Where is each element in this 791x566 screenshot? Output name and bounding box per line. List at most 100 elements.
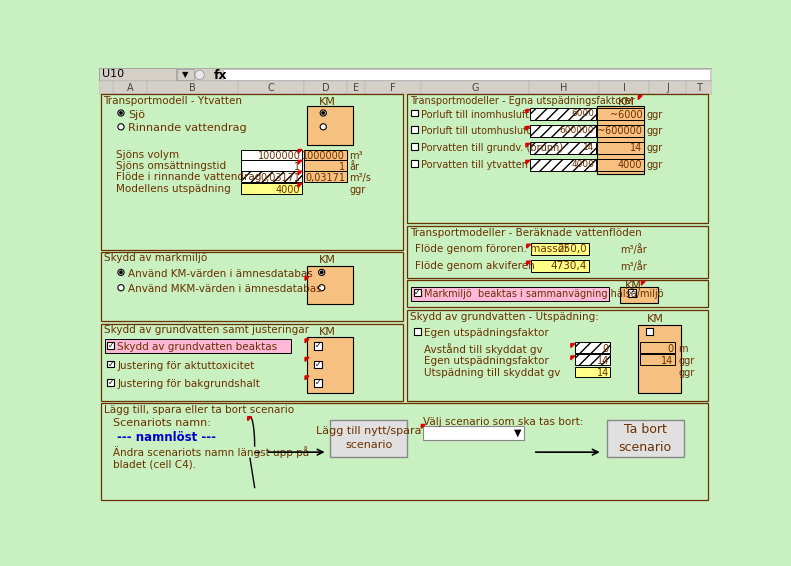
Text: Använd MKM-värden i ämnesdatabas: Använd MKM-värden i ämnesdatabas bbox=[128, 284, 322, 294]
Text: 6000: 6000 bbox=[571, 109, 594, 118]
Text: 4000: 4000 bbox=[276, 185, 301, 195]
Polygon shape bbox=[571, 356, 575, 360]
Text: m³: m³ bbox=[349, 151, 363, 161]
Polygon shape bbox=[526, 126, 530, 130]
Bar bbox=[305, 160, 347, 171]
Text: ggr: ggr bbox=[679, 356, 694, 366]
Polygon shape bbox=[298, 183, 302, 187]
Bar bbox=[238, 81, 305, 94]
Polygon shape bbox=[571, 344, 575, 348]
Bar bbox=[305, 149, 347, 160]
Bar bbox=[411, 109, 418, 117]
Bar bbox=[305, 171, 347, 182]
Text: E: E bbox=[353, 83, 359, 93]
Circle shape bbox=[319, 269, 325, 276]
Text: Flöde genom föroren. massor: Flöde genom föroren. massor bbox=[415, 245, 569, 254]
Text: 1000000: 1000000 bbox=[302, 151, 346, 161]
Polygon shape bbox=[305, 376, 309, 380]
Text: KM: KM bbox=[625, 281, 642, 291]
Bar bbox=[619, 288, 658, 303]
Text: 4000: 4000 bbox=[618, 160, 642, 170]
Bar bbox=[597, 108, 644, 121]
Polygon shape bbox=[305, 277, 309, 280]
Text: ✓: ✓ bbox=[108, 359, 114, 368]
Text: Skydd av grundvatten beaktas: Skydd av grundvatten beaktas bbox=[118, 342, 278, 352]
Text: Justering för aktuttoxicitet: Justering för aktuttoxicitet bbox=[118, 361, 255, 371]
Text: A: A bbox=[127, 83, 133, 93]
Circle shape bbox=[118, 110, 124, 116]
Bar bbox=[530, 108, 596, 121]
Text: Flöde i rinnande vattendrag: Flöde i rinnande vattendrag bbox=[116, 172, 261, 182]
Text: D: D bbox=[322, 83, 329, 93]
Text: ✓: ✓ bbox=[315, 341, 321, 350]
Bar bbox=[530, 159, 596, 171]
Bar bbox=[411, 160, 418, 167]
Text: m: m bbox=[679, 344, 688, 354]
Bar bbox=[108, 379, 115, 386]
Bar bbox=[531, 243, 589, 255]
Bar bbox=[597, 125, 644, 137]
Bar bbox=[240, 149, 302, 160]
Text: Porvatten till ytvatten: Porvatten till ytvatten bbox=[422, 160, 528, 170]
Text: Justering för bakgrundshalt: Justering för bakgrundshalt bbox=[118, 379, 260, 389]
Text: F: F bbox=[390, 83, 396, 93]
Text: Markmiljö  beaktas i sammanvägning hälsa/miljö: Markmiljö beaktas i sammanvägning hälsa/… bbox=[424, 289, 663, 299]
Circle shape bbox=[319, 285, 325, 291]
Text: KM: KM bbox=[319, 97, 336, 107]
Circle shape bbox=[320, 271, 324, 274]
Circle shape bbox=[195, 70, 204, 79]
Text: Skydd av grundvatten - Utspädning:: Skydd av grundvatten - Utspädning: bbox=[410, 312, 599, 322]
Text: KM: KM bbox=[618, 97, 634, 107]
Bar bbox=[108, 361, 115, 367]
Bar bbox=[113, 81, 147, 94]
Text: Porluft till inomhusluft: Porluft till inomhusluft bbox=[422, 109, 529, 119]
Text: Transportmodeller - Beräknade vattenflöden: Transportmodeller - Beräknade vattenflöd… bbox=[410, 228, 642, 238]
Text: Porluft till utomhusluft: Porluft till utomhusluft bbox=[422, 126, 531, 136]
Bar bbox=[105, 376, 291, 390]
Text: B: B bbox=[189, 83, 196, 93]
Bar bbox=[307, 106, 353, 145]
Polygon shape bbox=[248, 417, 252, 421]
Text: Välj scenario som ska tas bort:: Välj scenario som ska tas bort: bbox=[423, 417, 583, 427]
Text: KM: KM bbox=[319, 327, 336, 337]
Polygon shape bbox=[526, 160, 530, 164]
Text: Scenariots namn:: Scenariots namn: bbox=[113, 418, 210, 428]
Bar bbox=[529, 81, 599, 94]
Text: J: J bbox=[666, 83, 669, 93]
Polygon shape bbox=[642, 281, 645, 285]
Text: ~6000: ~6000 bbox=[610, 109, 642, 119]
Text: 600000: 600000 bbox=[559, 126, 594, 135]
Bar bbox=[421, 81, 529, 94]
Text: 14: 14 bbox=[596, 356, 609, 366]
Text: Sjöns volym: Sjöns volym bbox=[116, 151, 179, 160]
Bar bbox=[414, 328, 421, 335]
Text: 0,03171: 0,03171 bbox=[260, 173, 301, 183]
Bar bbox=[530, 142, 596, 154]
Text: år: år bbox=[349, 162, 359, 172]
Bar bbox=[365, 81, 421, 94]
Bar bbox=[108, 342, 115, 349]
Bar bbox=[347, 81, 365, 94]
Text: 14: 14 bbox=[661, 356, 673, 366]
Text: 1000000: 1000000 bbox=[258, 151, 301, 161]
Bar bbox=[599, 81, 649, 94]
Bar bbox=[411, 126, 418, 134]
Circle shape bbox=[321, 112, 325, 115]
Bar bbox=[407, 226, 708, 278]
Bar bbox=[314, 342, 322, 350]
Text: ggr: ggr bbox=[646, 126, 662, 136]
Polygon shape bbox=[422, 424, 425, 428]
Text: KM: KM bbox=[647, 314, 664, 324]
Text: 0,03171: 0,03171 bbox=[305, 173, 346, 183]
Bar bbox=[99, 68, 712, 81]
Circle shape bbox=[118, 285, 124, 291]
Text: ✓: ✓ bbox=[629, 288, 635, 297]
Text: Egen utspädningsfaktor: Egen utspädningsfaktor bbox=[425, 356, 549, 366]
Bar bbox=[223, 68, 710, 80]
Text: m³/år: m³/år bbox=[619, 261, 646, 272]
Text: 4730,4: 4730,4 bbox=[551, 261, 587, 271]
Text: ▼: ▼ bbox=[513, 428, 521, 438]
Polygon shape bbox=[527, 245, 531, 248]
Text: C: C bbox=[268, 83, 274, 93]
Bar bbox=[105, 358, 291, 371]
